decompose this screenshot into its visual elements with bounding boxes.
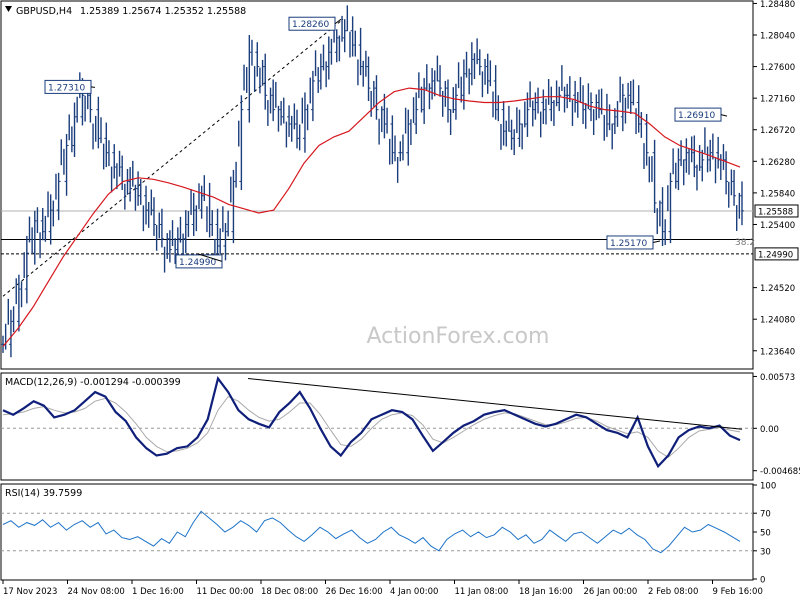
annotation-leader — [90, 86, 96, 88]
x-tick-label: 18 Jan 16:00 — [519, 587, 573, 597]
price-tick-label: 1.26720 — [760, 126, 795, 136]
macd-line — [2, 375, 741, 469]
x-tick-label: 26 Jan 00:00 — [584, 587, 638, 597]
x-tick-label: 9 Feb 16:00 — [713, 587, 763, 597]
x-tick-label: 26 Dec 16:00 — [326, 587, 383, 597]
annotation-leader — [197, 253, 223, 262]
annotation-leader — [720, 114, 728, 117]
price-tick-label: 1.27600 — [760, 63, 795, 73]
price-tick-label: 1.28480 — [760, 0, 795, 10]
price-tick-label: 1.27160 — [760, 95, 795, 105]
price-tick-label: 1.24520 — [760, 284, 795, 294]
rsi-tick-label: 100 — [760, 482, 776, 492]
price-tick-label: 1.25840 — [760, 189, 795, 199]
x-tick-label: 17 Nov 2023 — [3, 587, 57, 597]
last-price-tag-box — [754, 204, 799, 218]
uptrend-line — [2, 18, 344, 297]
x-tick-label: 4 Jan 00:00 — [390, 587, 438, 597]
annotation-leader — [334, 18, 342, 25]
macd-signal-line — [2, 395, 741, 458]
rsi-line — [2, 510, 741, 554]
x-tick-label: 2 Feb 08:00 — [648, 587, 698, 597]
macd-layer — [1, 375, 753, 469]
annotation-label: 1.28260 — [292, 20, 329, 30]
price-tick-label: 1.23640 — [760, 347, 795, 357]
rsi-layer — [1, 510, 753, 554]
x-tick-label: 24 Nov 08:00 — [68, 587, 125, 597]
macd-panel-frame — [0, 372, 754, 481]
price-tick-label: 1.25400 — [760, 221, 795, 231]
price-layer: 1.27310 1.28260 1.24990 1.25170 1.26910 — [1, 5, 753, 358]
annotation-label: 1.26910 — [678, 111, 715, 121]
rsi-tick-label: 50 — [760, 529, 771, 539]
price-tick-label: 1.28040 — [760, 32, 795, 42]
last-price-tag: 1.25588 — [758, 207, 793, 217]
rsi-tick-label: 70 — [760, 510, 771, 520]
fib-label: 38.2 — [735, 238, 755, 248]
macd-trendline — [247, 378, 743, 430]
annotation-leader — [652, 240, 661, 243]
price-ohlc: 1.25389 1.25674 1.25352 1.25588 — [80, 6, 246, 17]
rsi-title: RSI(14) 39.7599 — [5, 488, 82, 499]
price-tick-label: 1.26280 — [760, 158, 795, 168]
macd-tick-label: 0.00573 — [760, 373, 795, 383]
moving-average-line — [2, 87, 741, 347]
macd-title: MACD(12,26,9) -0.001294 -0.000399 — [5, 377, 181, 388]
support-tag: 1.24990 — [758, 250, 793, 260]
annotation-label: 1.25170 — [610, 239, 647, 249]
annotation-label: 1.24990 — [179, 258, 216, 268]
x-tick-label: 11 Dec 00:00 — [197, 587, 254, 597]
x-tick-label: 18 Dec 08:00 — [261, 587, 318, 597]
watermark: ActionForex.com — [367, 324, 550, 349]
price-tick-label: 1.24080 — [760, 316, 795, 326]
price-panel-frame — [0, 0, 754, 370]
rsi-panel-frame — [0, 483, 754, 581]
macd-tick-label: 0.00 — [760, 425, 779, 435]
price-title: GBPUSD,H4 — [16, 6, 72, 17]
x-tick-label: 11 Jan 08:00 — [455, 587, 509, 597]
annotation-label: 1.27310 — [48, 83, 85, 93]
rsi-tick-label: 0 — [760, 576, 765, 586]
rsi-tick-label: 30 — [760, 547, 771, 557]
title-marker-icon — [5, 6, 12, 12]
x-tick-label: 1 Dec 16:00 — [132, 587, 184, 597]
macd-tick-label: -0.004685 — [760, 467, 800, 477]
support-tag-box — [754, 247, 799, 261]
